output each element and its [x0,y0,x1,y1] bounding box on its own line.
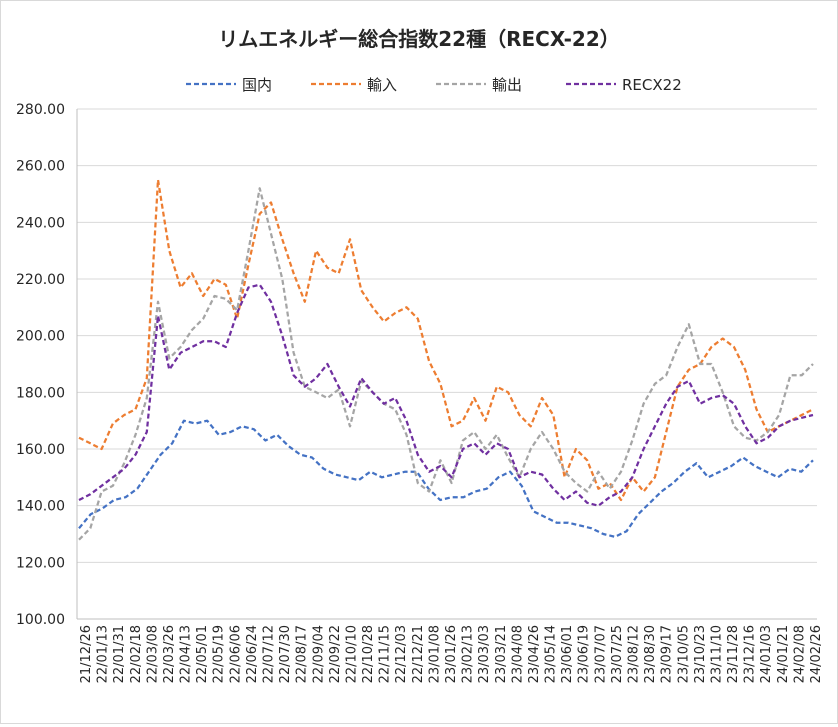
x-tick-label: 24/01/21 [776,625,791,683]
x-tick-label: 22/12/03 [394,625,409,683]
legend-label: 輸入 [367,76,397,94]
x-tick-label: 22/05/19 [212,625,227,683]
x-tick-label: 24/02/08 [792,625,807,683]
x-tick-label: 23/01/08 [427,625,442,683]
x-tick-label: 23/04/08 [510,625,525,683]
legend: 国内 輸入 輸出 RECX22 [186,76,682,94]
x-tick-label: 23/11/10 [709,625,724,683]
x-tick-label: 22/04/13 [179,625,194,683]
x-tick-label: 22/10/28 [361,625,376,683]
y-axis-tick-labels: 100.00 120.00 140.00 160.00 180.00 200.00 220.… [16,102,65,628]
series-lines [78,178,814,541]
y-tick-label: 160.00 [16,442,65,458]
legend-label: 国内 [242,76,272,94]
y-tick-label: 240.00 [16,215,65,231]
y-tick-label: 180.00 [16,385,65,401]
y-tick-label: 140.00 [16,499,65,515]
x-tick-label: 23/06/19 [577,625,592,683]
x-tick-label: 23/08/30 [643,625,658,683]
x-tick-label: 22/01/13 [96,625,111,683]
x-tick-label: 23/11/28 [726,625,741,683]
x-tick-label: 22/03/08 [145,625,160,683]
x-tick-label: 23/06/01 [560,625,575,683]
x-tick-label: 23/12/16 [743,625,758,683]
x-tick-label: 23/08/12 [627,625,642,683]
x-tick-label: 22/09/04 [311,625,326,683]
x-tick-label: 23/10/23 [693,625,708,683]
series-line-4 [78,283,814,507]
y-tick-label: 120.00 [16,555,65,571]
x-tick-label: 23/04/26 [527,625,542,683]
x-tick-label: 22/11/15 [378,625,393,683]
x-tick-label: 23/03/21 [494,625,509,683]
x-tick-label: 24/02/26 [809,625,824,683]
x-tick-label: 21/12/26 [79,625,94,683]
y-tick-label: 280.00 [16,102,65,118]
x-tick-label: 22/05/01 [195,625,210,683]
y-tick-label: 200.00 [16,329,65,345]
x-tick-label: 23/09/17 [660,625,675,683]
x-tick-label: 22/07/12 [262,625,277,683]
x-tick-label: 22/10/10 [344,625,359,683]
series-line-2 [78,178,814,502]
x-tick-label: 22/02/18 [129,625,144,683]
x-tick-label: 23/02/13 [461,625,476,683]
x-tick-label: 23/03/03 [477,625,492,683]
legend-label: RECX22 [622,76,682,94]
x-tick-label: 24/01/03 [759,625,774,683]
x-tick-label: 22/06/06 [228,625,243,683]
x-tick-label: 22/01/31 [112,625,127,683]
x-tick-label: 22/06/24 [245,625,260,683]
x-tick-label: 23/07/25 [610,625,625,683]
x-tick-label: 22/08/17 [295,625,310,683]
x-tick-label: 22/09/22 [328,625,343,683]
x-tick-label: 23/07/07 [593,625,608,683]
x-tick-label: 22/03/26 [162,625,177,683]
gridlines [77,108,817,620]
chart-title: リムエネルギー総合指数22種（RECX-22） [218,27,620,51]
x-tick-label: 22/12/21 [411,625,426,683]
series-line-1 [78,419,814,538]
series-line-3 [78,187,814,541]
y-tick-label: 260.00 [16,159,65,175]
x-tick-label: 23/01/26 [444,625,459,683]
x-tick-label: 23/05/14 [544,625,559,683]
y-tick-label: 100.00 [16,612,65,628]
x-tick-label: 22/07/30 [278,625,293,683]
legend-label: 輸出 [492,76,522,94]
x-axis: 21/12/26 22/01/13 22/01/31 22/02/18 22/03/08… [76,109,824,683]
y-tick-label: 220.00 [16,272,65,288]
x-tick-label: 23/10/05 [676,625,691,683]
